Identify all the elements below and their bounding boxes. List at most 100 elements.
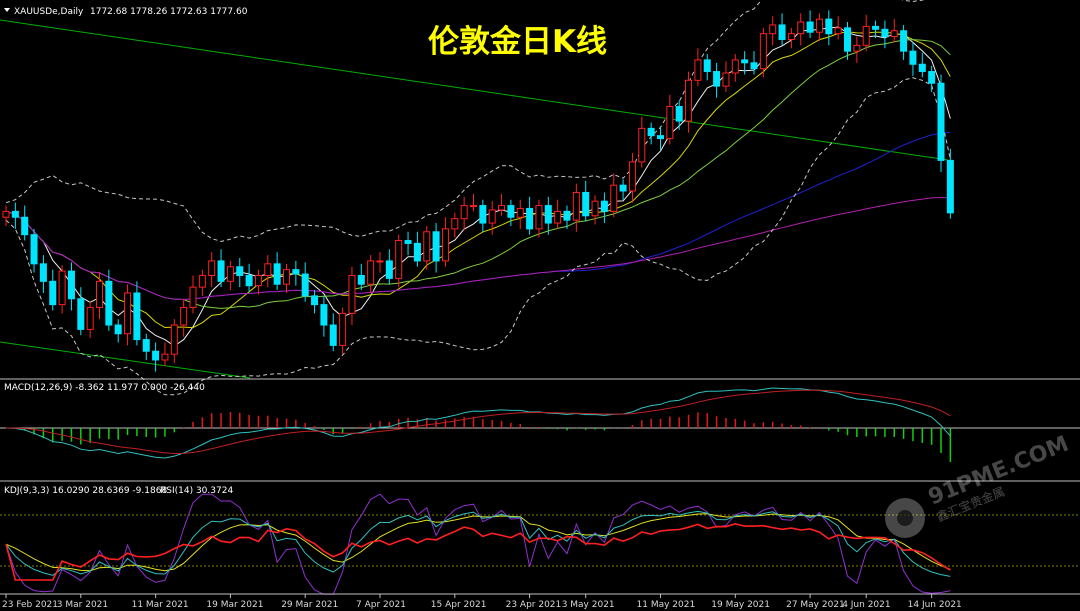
candle-body [741,59,749,64]
chart-title: 伦敦金日K线 [428,24,607,60]
macd-label: MACD(12,26,9) -8.362 11.977 0.000 -26.44… [4,383,205,393]
candle-body [77,298,85,330]
candle-body [2,210,10,218]
candle-body [890,30,898,38]
x-tick-label: 3 Mar 2021 [57,600,108,610]
candle-body [928,71,936,84]
rsi-label: RSI(14) 30.3724 [160,486,233,496]
x-tick-label: 19 Mar 2021 [206,600,263,610]
candle-body [329,324,337,346]
candle-body [441,228,449,262]
candle-body [479,205,487,224]
candle-body [900,30,908,52]
candle-body [535,205,543,230]
candle-body [133,292,141,341]
candle-body [311,295,319,306]
candle-body [778,24,786,41]
x-tick-label: 3 May 2021 [562,600,615,610]
candle-body [685,79,693,122]
candle-body [96,280,103,309]
candle-body [731,59,739,74]
kdj-k-line [5,510,951,577]
candle-body [86,307,94,330]
candle-body [937,82,945,161]
candle-body [844,27,851,52]
candle-body [526,207,534,230]
watermark-inner-icon [897,510,913,526]
candlesticks [2,10,954,372]
candle-body [918,63,926,73]
candle-body [385,260,393,279]
candle-body [834,27,842,35]
candle-body [769,24,777,35]
candle-body [572,191,580,221]
candle-body [30,234,38,265]
candle-body [675,106,683,122]
candle-body [825,18,833,35]
candle-body [236,266,244,276]
candle-body [264,263,272,276]
trend-line-lower [0,341,251,379]
candle-body [292,269,300,275]
candle-body [423,231,431,262]
candle-body [600,200,608,212]
x-tick-label: 11 May 2021 [637,600,696,610]
candle-body [797,21,805,35]
dropdown-triangle-icon[interactable] [4,8,10,12]
bollinger-upper-line [5,0,925,243]
candle-body [628,161,636,192]
candle-body [703,59,711,73]
candle-body [367,260,375,285]
kdj-d-line [5,513,951,572]
candle-body [488,209,496,224]
candle-body [498,205,506,211]
x-tick-label: 15 Apr 2021 [431,600,487,610]
candle-body [404,240,412,244]
candle-body [198,274,206,288]
macd-line [5,387,951,459]
candle-body [582,191,590,217]
candle-body [152,350,160,361]
candle-body [638,127,646,163]
x-tick-label: 14 Jun 2021 [908,600,962,610]
candle-body [610,184,618,212]
x-tick-label: 27 May 2021 [786,600,845,610]
symbol-label: XAUUSDe,Daily [14,7,84,17]
candle-body [881,28,889,38]
candle-body [909,50,917,65]
macd-histogram [14,412,952,462]
x-tick-label: 4 Jun 2021 [842,600,890,610]
candle-body [432,231,440,262]
trend-lines [0,19,949,379]
candle-body [657,135,664,140]
candle-body [815,18,823,33]
candle-body [563,210,571,221]
candle-body [39,263,47,282]
candle-body [339,312,347,346]
x-tick-label: 11 Mar 2021 [132,600,189,610]
candle-body [376,260,384,263]
candle-body [217,260,225,282]
candle-body [862,25,870,46]
candle-body [872,25,880,30]
candle-body [357,274,365,285]
candle-body [320,304,328,326]
x-tick-label: 23 Feb 2021 [2,600,58,610]
candle-body [21,216,29,236]
rsi-line [5,522,951,581]
candle-body [787,33,795,41]
candle-body [273,263,281,285]
x-tick-label: 7 Apr 2021 [356,600,406,610]
candle-body [395,240,403,279]
candle-body [124,292,132,335]
x-tick-label: 23 Apr 2021 [506,600,562,610]
candle-body [722,72,730,87]
candle-body [170,324,178,355]
x-tick-label: 29 Mar 2021 [281,600,338,610]
candle-body [11,210,19,218]
candle-body [49,280,57,306]
candle-body [666,106,674,140]
candle-body [619,184,627,192]
